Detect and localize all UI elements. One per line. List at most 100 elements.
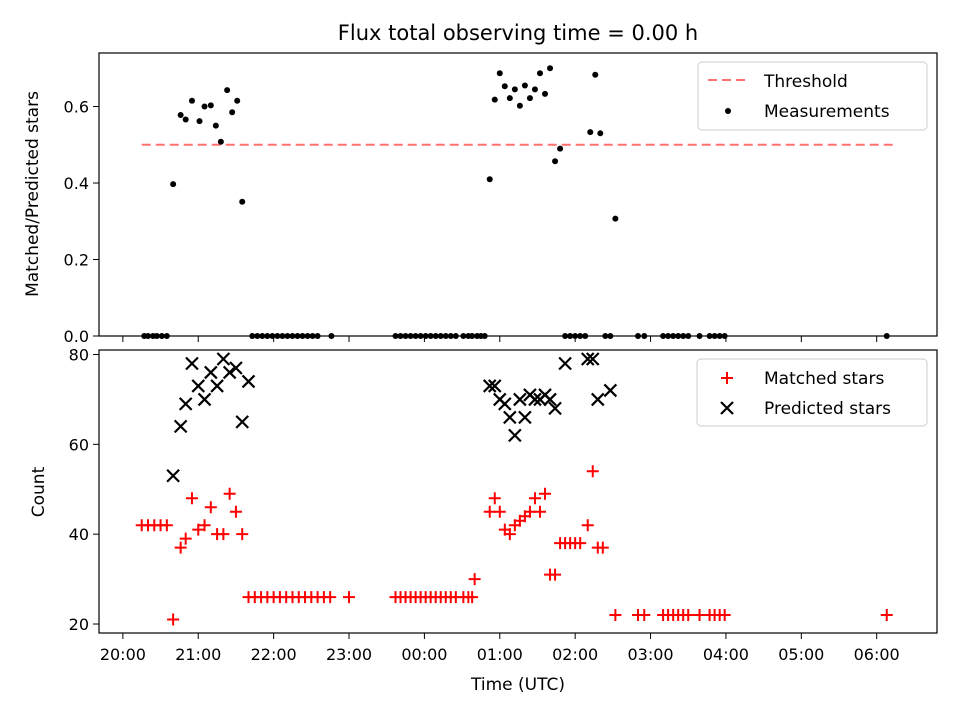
measurement-point [680,333,687,339]
matched-star-point [229,505,242,518]
predicted-star-point [518,410,532,425]
measurements-legend-label: Measurements [764,102,890,122]
matched-star-point [581,519,594,532]
measurement-point [634,333,641,339]
ratio-legend: Threshold Measurements [697,61,928,131]
ratio-marks [141,65,896,339]
measurement-point [217,138,224,145]
measurement-point [158,333,165,339]
measurement-point [506,95,513,102]
measurement-point [542,90,549,97]
predicted-star-point [585,352,600,366]
matched-star-point [223,487,236,500]
measurement-point [196,118,203,125]
measurement-point [572,333,579,339]
matched-star-point [483,505,496,518]
measurement-point [452,333,459,339]
predicted-star-point [591,392,605,407]
measurement-point [417,333,424,339]
measurement-point [516,102,523,109]
measurement-point [249,333,256,339]
matched-star-point [198,519,211,532]
measurement-point [641,333,648,339]
measurement-point [264,333,271,339]
predicted-star-point [173,419,188,434]
matched-legend-swatch [721,372,733,384]
predicted-star-point [191,379,206,393]
predicted-star-point [487,379,502,393]
matched-star-point [609,609,622,622]
matched-star-point [468,573,481,586]
measurement-point [314,333,321,339]
measurement-point [170,181,177,188]
matched-legend-label: Matched stars [764,369,884,389]
matched-star-point [236,528,249,541]
predicted-star-point [528,392,542,407]
count-ylabel: Count [29,466,49,517]
matched-star-point [174,541,187,554]
ratio-ytick-label: 0.0 [64,327,89,346]
predicted-star-point [204,365,218,380]
count-xtick-label: 04:00 [703,645,749,664]
measurement-point [486,176,493,183]
measurement-point [496,70,503,77]
count-xtick-label: 01:00 [477,645,523,664]
threshold-legend-label: Threshold [763,72,848,92]
measurement-point [177,111,184,118]
measurement-point [328,333,335,339]
measurement-point [402,333,409,339]
matched-star-point [217,528,230,541]
measurement-point [153,333,160,339]
matched-star-point [693,609,706,622]
matched-star-point [528,492,541,505]
measurement-point [562,333,569,339]
predicted-star-point [166,469,180,483]
count-ytick-label: 40 [69,525,89,544]
measurement-point [491,96,498,103]
matched-star-point [493,505,506,518]
measurement-point [259,333,266,339]
matched-star-point [586,465,599,478]
count-xtick-label: 22:00 [251,645,297,664]
predicted-star-point [513,392,527,407]
measurement-point [279,333,286,339]
measurement-point [531,86,538,93]
matched-star-point [466,591,479,604]
measurement-point [299,333,306,339]
measurement-point [447,333,454,339]
matched-star-point [549,568,562,581]
predicted-legend-swatch [720,401,734,415]
predicted-star-point [185,356,199,371]
matched-star-point [503,528,516,541]
measurement-point [229,109,236,116]
measurement-point [552,158,559,165]
measurement-point [602,333,609,339]
measurement-point [547,65,554,72]
measurements-legend-swatch [725,108,731,114]
predicted-star-point [503,410,517,425]
measurement-point [567,333,574,339]
predicted-star-point [197,392,212,407]
measurement-point [212,122,219,129]
matched-star-point [192,523,205,536]
count-xtick-label: 06:00 [854,645,900,664]
matched-star-point [596,541,609,554]
measurement-point [675,333,682,339]
measurement-point [612,215,619,222]
predicted-star-point [178,397,193,411]
measurement-point [521,82,528,89]
count-xtick-label: 23:00 [326,645,372,664]
ratio-ytick-label: 0.4 [64,174,89,193]
measurement-point [289,333,296,339]
matched-star-point [204,501,217,514]
measurement-point [511,86,518,93]
measurement-point [597,130,604,137]
count-xtick-label: 03:00 [627,645,673,664]
matched-star-point [179,532,192,545]
measurement-point [304,333,311,339]
matched-star-point [539,487,552,500]
matched-star-point [880,609,893,622]
measurement-point [501,83,508,90]
measurement-point [460,333,467,339]
